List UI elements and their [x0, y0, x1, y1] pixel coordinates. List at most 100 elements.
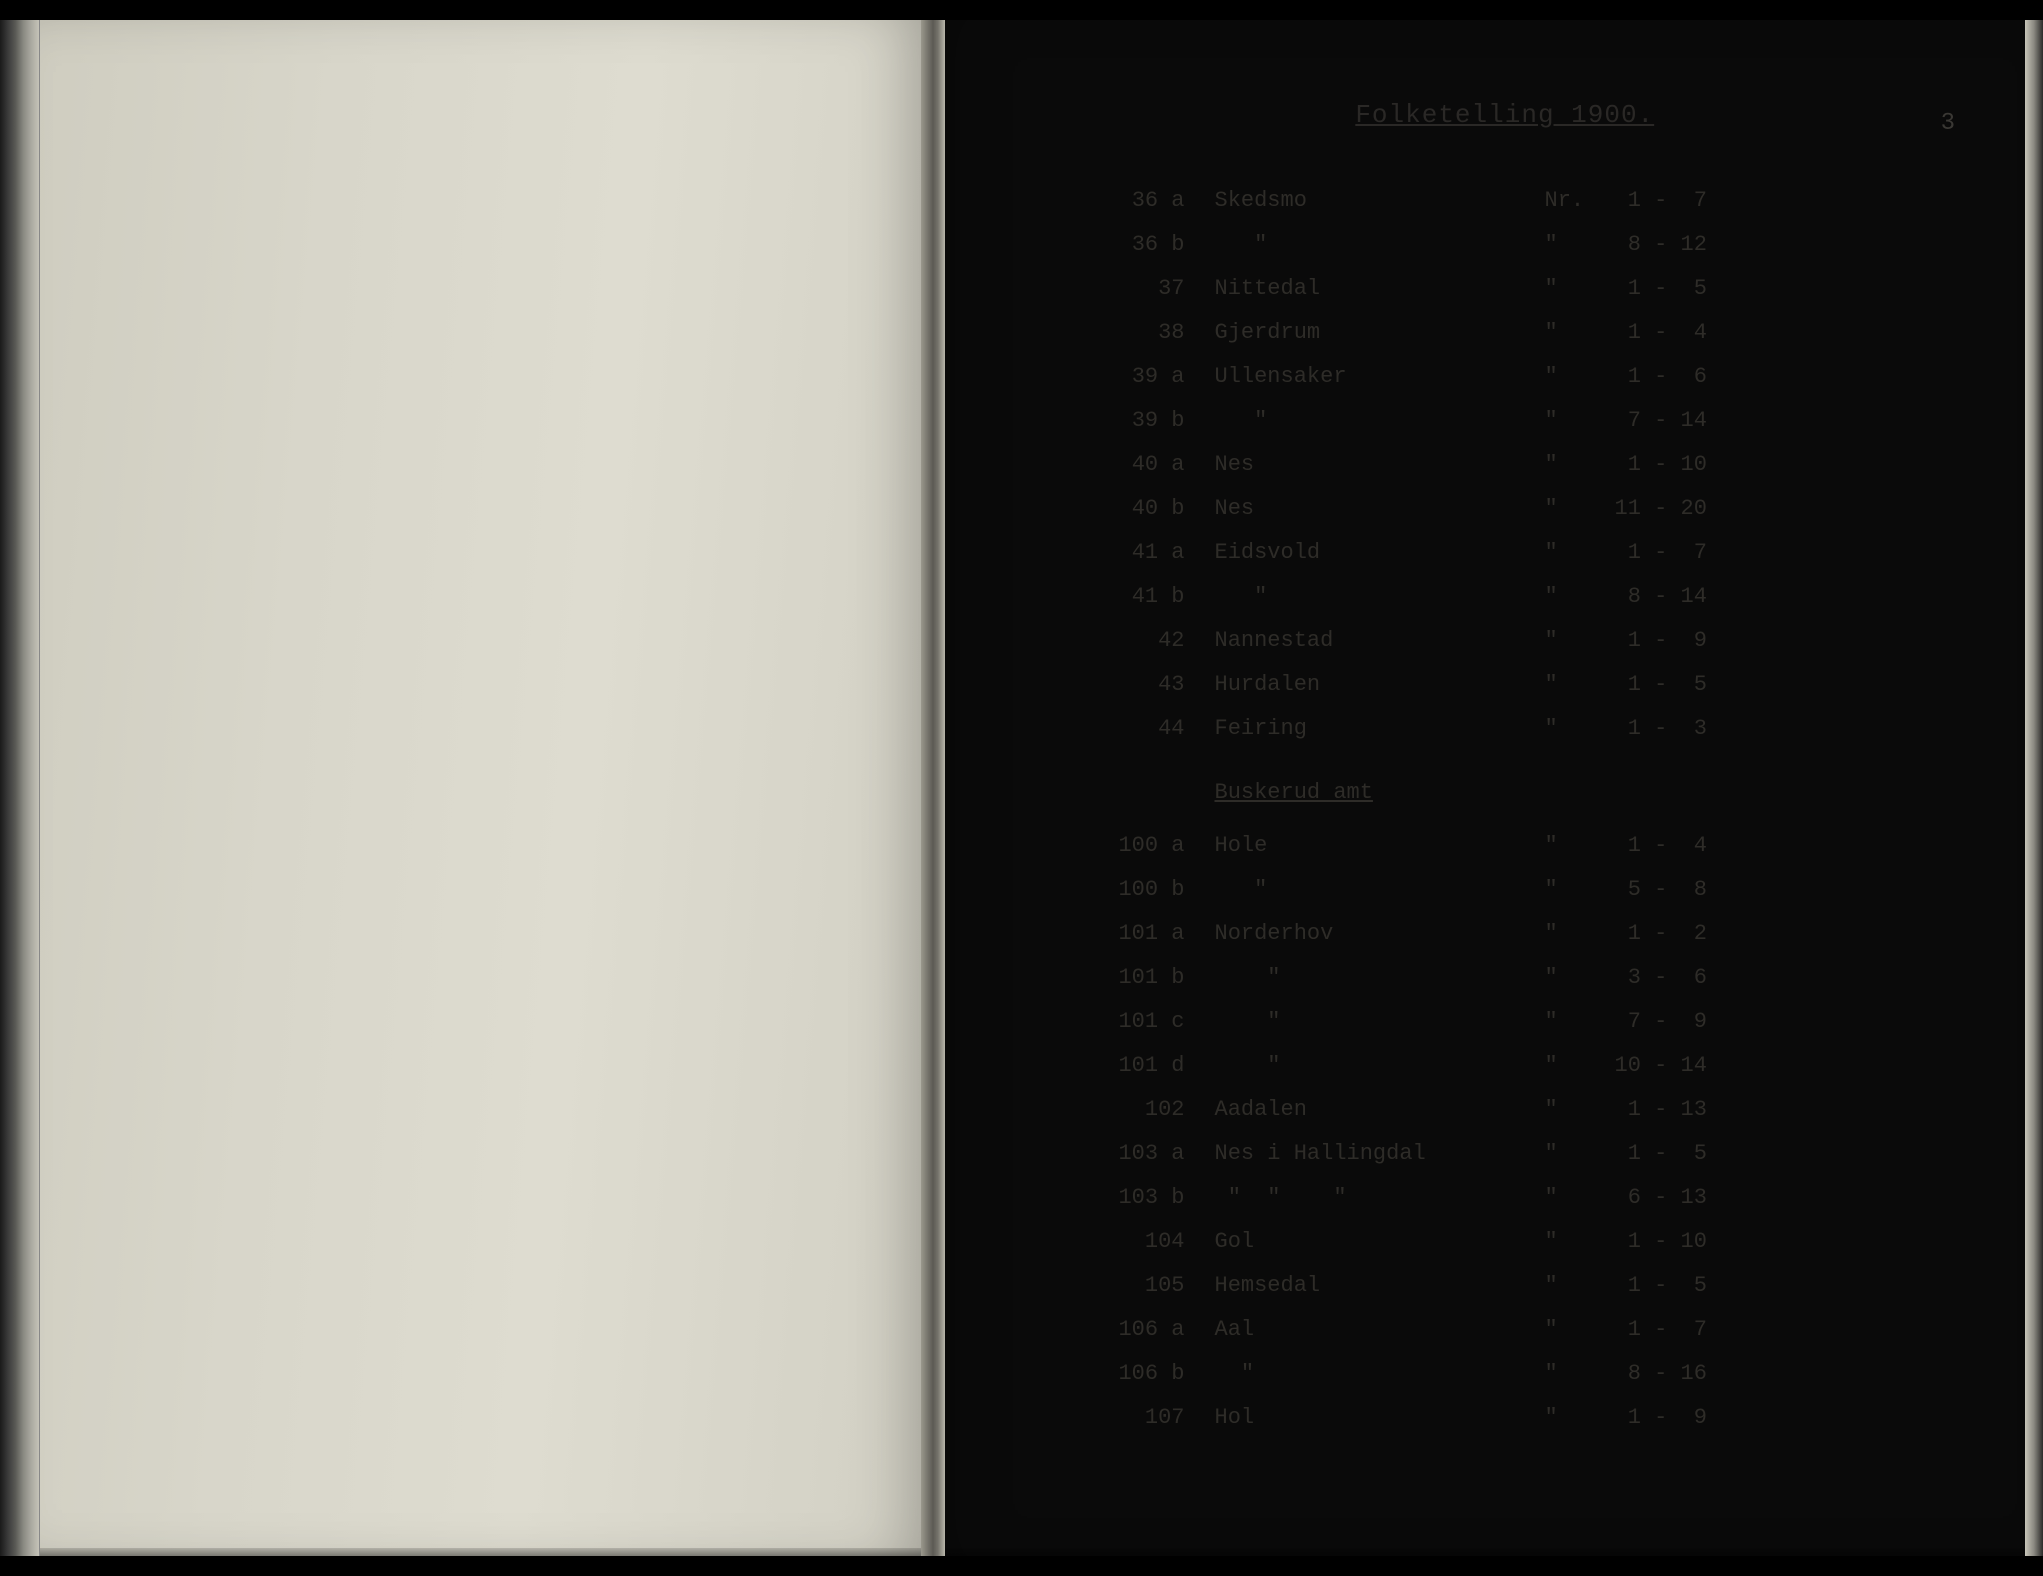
row-id: 41 a	[1095, 542, 1215, 564]
row-number-range: 7 - 14	[1615, 410, 1765, 432]
row-mark: "	[1545, 1363, 1615, 1385]
row-id: 36 a	[1095, 190, 1215, 212]
row-mark: "	[1545, 410, 1615, 432]
row-number-range: 8 - 16	[1615, 1363, 1765, 1385]
row-place-name: Aadalen	[1215, 1099, 1545, 1121]
row-mark: "	[1545, 1319, 1615, 1341]
left-page-edges	[0, 20, 40, 1556]
census-row: 104Gol" 1 - 10	[1095, 1231, 1946, 1253]
row-mark: "	[1545, 498, 1615, 520]
row-number-range: 1 - 10	[1615, 454, 1765, 476]
census-row: 106 b "" 8 - 16	[1095, 1363, 1946, 1385]
section-2-rows: 100 aHole" 1 - 4100 b "" 5 - 8101 aNorde…	[1095, 835, 1946, 1429]
census-row: 40 bNes"11 - 20	[1095, 498, 1946, 520]
row-place-name: Hole	[1215, 835, 1545, 857]
row-id: 40 a	[1095, 454, 1215, 476]
census-row: 106 aAal" 1 - 7	[1095, 1319, 1946, 1341]
row-number-range: 7 - 9	[1615, 1011, 1765, 1033]
row-place-name: Aal	[1215, 1319, 1545, 1341]
row-number-range: 3 - 6	[1615, 967, 1765, 989]
row-number-range: 1 - 3	[1615, 718, 1765, 740]
row-place-name: "	[1215, 410, 1545, 432]
row-mark: "	[1545, 1231, 1615, 1253]
census-row: 101 c "" 7 - 9	[1095, 1011, 1946, 1033]
row-number-range: 1 - 5	[1615, 674, 1765, 696]
row-id: 101 b	[1095, 967, 1215, 989]
row-place-name: Nes i Hallingdal	[1215, 1143, 1545, 1165]
row-mark: "	[1545, 454, 1615, 476]
census-row: 100 b "" 5 - 8	[1095, 879, 1946, 901]
row-mark: "	[1545, 542, 1615, 564]
row-id: 38	[1095, 322, 1215, 344]
row-place-name: Hemsedal	[1215, 1275, 1545, 1297]
row-number-range: 1 - 7	[1615, 542, 1765, 564]
census-row: 36 b "" 8 - 12	[1095, 234, 1946, 256]
census-row: 36 aSkedsmoNr. 1 - 7	[1095, 190, 1946, 212]
row-mark: "	[1545, 1187, 1615, 1209]
section-1-rows: 36 aSkedsmoNr. 1 - 736 b "" 8 - 1237Nitt…	[1095, 190, 1946, 740]
row-mark: "	[1545, 879, 1615, 901]
row-place-name: Nes	[1215, 498, 1545, 520]
row-number-range: 1 - 10	[1615, 1231, 1765, 1253]
row-id: 36 b	[1095, 234, 1215, 256]
row-id: 41 b	[1095, 586, 1215, 608]
row-number-range: 1 - 5	[1615, 278, 1765, 300]
row-mark: "	[1545, 1275, 1615, 1297]
census-row: 41 aEidsvold" 1 - 7	[1095, 542, 1946, 564]
row-id: 42	[1095, 630, 1215, 652]
census-row: 40 aNes" 1 - 10	[1095, 454, 1946, 476]
row-number-range: 1 - 4	[1615, 835, 1765, 857]
row-id: 105	[1095, 1275, 1215, 1297]
row-mark: "	[1545, 967, 1615, 989]
row-mark: "	[1545, 674, 1615, 696]
row-id: 44	[1095, 718, 1215, 740]
row-mark: "	[1545, 630, 1615, 652]
row-id: 104	[1095, 1231, 1215, 1253]
row-mark: "	[1545, 278, 1615, 300]
census-row: 107Hol" 1 - 9	[1095, 1407, 1946, 1429]
row-place-name: Hol	[1215, 1407, 1545, 1429]
census-row: 41 b "" 8 - 14	[1095, 586, 1946, 608]
row-place-name: "	[1215, 1055, 1545, 1077]
row-id: 101 a	[1095, 923, 1215, 945]
row-place-name: Nittedal	[1215, 278, 1545, 300]
row-mark: Nr.	[1545, 190, 1615, 212]
row-place-name: Ullensaker	[1215, 366, 1545, 388]
row-id: 107	[1095, 1407, 1215, 1429]
row-id: 106 a	[1095, 1319, 1215, 1341]
census-row: 102Aadalen" 1 - 13	[1095, 1099, 1946, 1121]
row-place-name: Feiring	[1215, 718, 1545, 740]
row-number-range: 10 - 14	[1615, 1055, 1765, 1077]
row-number-range: 8 - 14	[1615, 586, 1765, 608]
row-mark: "	[1545, 366, 1615, 388]
row-mark: "	[1545, 234, 1615, 256]
row-id: 103 b	[1095, 1187, 1215, 1209]
row-place-name: "	[1215, 1011, 1545, 1033]
census-row: 101 aNorderhov" 1 - 2	[1095, 923, 1946, 945]
census-row: 101 b "" 3 - 6	[1095, 967, 1946, 989]
row-mark: "	[1545, 923, 1615, 945]
row-place-name: " " "	[1215, 1187, 1545, 1209]
census-row: 42Nannestad" 1 - 9	[1095, 630, 1946, 652]
row-id: 39 a	[1095, 366, 1215, 388]
left-blank-page	[40, 20, 921, 1556]
row-place-name: Eidsvold	[1215, 542, 1545, 564]
row-id: 106 b	[1095, 1363, 1215, 1385]
page-title: Folketelling 1900.	[1065, 100, 1946, 130]
row-number-range: 6 - 13	[1615, 1187, 1765, 1209]
census-row: 105Hemsedal" 1 - 5	[1095, 1275, 1946, 1297]
census-row: 39 aUllensaker" 1 - 6	[1095, 366, 1946, 388]
row-id: 100 a	[1095, 835, 1215, 857]
right-page-edges	[2025, 20, 2043, 1556]
row-number-range: 11 - 20	[1615, 498, 1765, 520]
book-spine	[921, 20, 945, 1556]
row-mark: "	[1545, 1055, 1615, 1077]
census-row: 103 aNes i Hallingdal" 1 - 5	[1095, 1143, 1946, 1165]
row-id: 103 a	[1095, 1143, 1215, 1165]
census-row: 100 aHole" 1 - 4	[1095, 835, 1946, 857]
row-place-name: Nannestad	[1215, 630, 1545, 652]
row-id: 40 b	[1095, 498, 1215, 520]
census-row: 43Hurdalen" 1 - 5	[1095, 674, 1946, 696]
row-place-name: Gol	[1215, 1231, 1545, 1253]
open-book: 3 Folketelling 1900. 36 aSkedsmoNr. 1 - …	[0, 20, 2043, 1556]
